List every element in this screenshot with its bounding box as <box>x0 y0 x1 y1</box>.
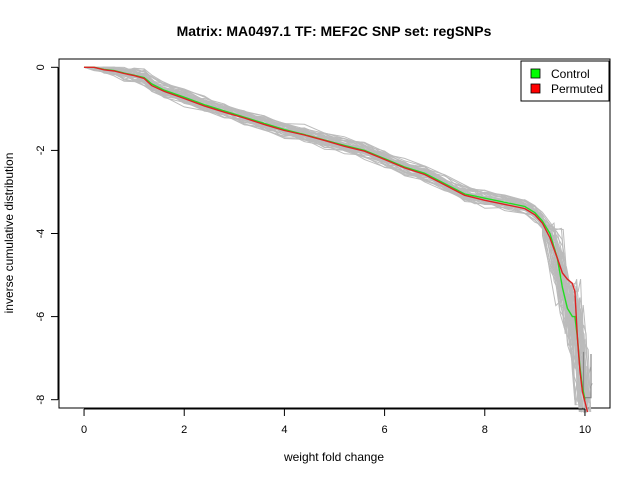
legend-swatch-control <box>530 68 541 79</box>
legend-swatch-permuted <box>530 83 541 94</box>
background-run-line <box>84 66 592 377</box>
background-run-line <box>84 66 592 413</box>
y-axis-label: inverse cumulative distribution <box>2 153 16 314</box>
background-run-line <box>84 66 584 387</box>
background-run-line <box>84 66 583 391</box>
chart-title: Matrix: MA0497.1 TF: MEF2C SNP set: regS… <box>177 23 492 39</box>
background-run-line <box>84 66 579 405</box>
legend: Control Permuted <box>520 60 610 102</box>
background-runs <box>83 66 593 414</box>
y-tick-label: -8 <box>35 395 47 405</box>
background-run-line <box>83 66 591 413</box>
background-run-line <box>83 66 586 413</box>
background-run-line <box>83 66 584 385</box>
background-run-line <box>84 66 579 375</box>
background-run-line <box>83 66 586 413</box>
background-run-line <box>84 66 592 400</box>
x-tick-label: 6 <box>382 424 388 436</box>
background-run-line <box>84 66 587 402</box>
background-run-line <box>84 66 590 409</box>
x-tick-label: 10 <box>579 424 591 436</box>
x-tick-label: 0 <box>81 424 87 436</box>
background-run-line <box>84 66 583 413</box>
background-run-line <box>83 66 583 371</box>
background-run-line <box>84 66 581 413</box>
y-tick-label: -4 <box>35 229 47 239</box>
background-run-line <box>83 66 590 414</box>
background-run-line <box>84 66 581 393</box>
background-run-line <box>83 66 591 404</box>
background-run-line <box>83 66 593 390</box>
background-run-line <box>83 66 584 413</box>
background-run-line <box>83 66 584 413</box>
y-tick-label: -2 <box>35 146 47 156</box>
series-layer <box>84 66 589 413</box>
background-run-line <box>83 66 583 394</box>
background-run-line <box>83 66 588 404</box>
legend-label-control: Control <box>551 67 590 81</box>
background-run-line <box>84 66 588 413</box>
x-axis-label: weight fold change <box>283 450 384 464</box>
background-run-line <box>84 66 591 405</box>
x-tick-label: 4 <box>281 424 287 436</box>
background-run-line <box>83 66 578 406</box>
x-axis: 0 2 4 6 8 10 <box>81 408 591 436</box>
series-line-permuted <box>84 66 589 413</box>
background-run-line <box>84 66 580 413</box>
plot-frame <box>58 58 611 409</box>
background-run-line <box>84 66 584 413</box>
background-run-line <box>83 66 588 413</box>
legend-label-permuted: Permuted <box>551 82 603 96</box>
background-run-line <box>84 66 582 413</box>
background-run-line <box>83 66 590 403</box>
legend-box <box>520 60 610 102</box>
distribution-bracket <box>582 351 592 399</box>
y-axis: 0 -2 -4 -6 -8 <box>35 64 59 405</box>
background-run-line <box>84 66 585 412</box>
bracket-line <box>582 351 592 399</box>
background-run-line <box>83 66 590 413</box>
background-run-line <box>83 66 583 411</box>
y-tick-label: 0 <box>35 64 47 70</box>
background-run-line <box>84 66 583 408</box>
y-tick-label: -6 <box>35 312 47 322</box>
background-run-line <box>83 66 590 402</box>
x-tick-label: 8 <box>482 424 488 436</box>
background-run-line <box>83 66 579 396</box>
series-line-control <box>84 66 586 400</box>
background-run-line <box>84 66 583 413</box>
x-tick-label: 2 <box>181 424 187 436</box>
background-run-line <box>83 66 589 413</box>
